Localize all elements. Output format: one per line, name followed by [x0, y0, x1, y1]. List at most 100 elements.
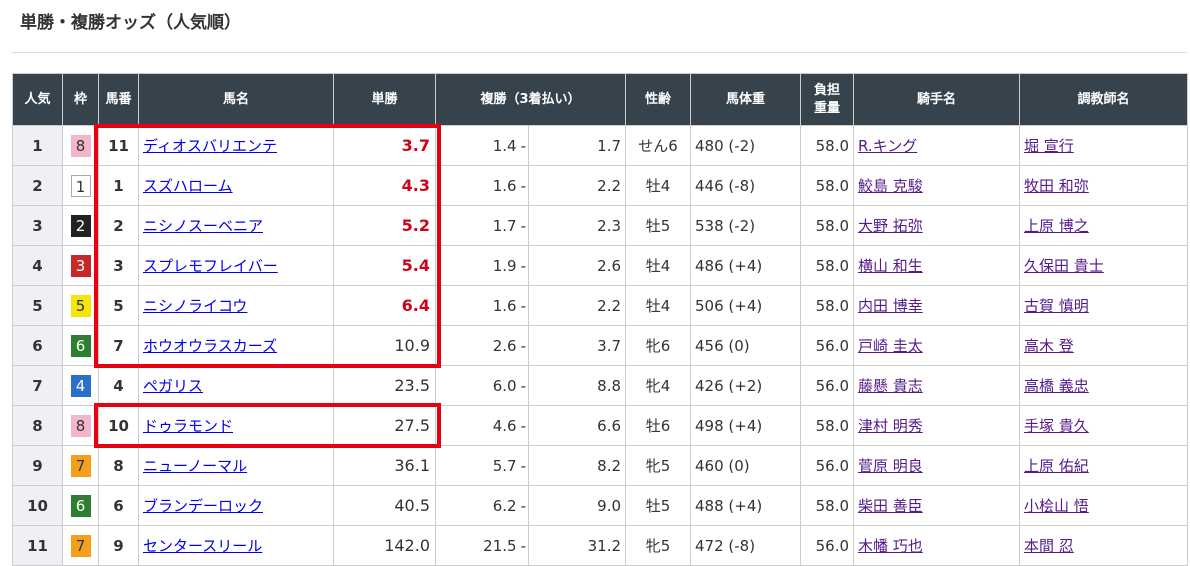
win-odds: 27.5: [333, 405, 436, 446]
place-odds-max: 9.0: [527, 485, 627, 526]
range-dash: -: [520, 296, 526, 315]
horse-name-link[interactable]: ペガリス: [143, 377, 204, 395]
place-odds-min: 1.6: [492, 296, 517, 315]
trainer-link[interactable]: 高橋 義忠: [1024, 377, 1089, 395]
jockey-link[interactable]: R.キング: [858, 137, 918, 155]
horse-name-cell: ドゥラモンド: [138, 405, 334, 446]
trainer-link[interactable]: 堀 宣行: [1024, 137, 1074, 155]
horse-name-link[interactable]: ニューノーマル: [143, 457, 248, 475]
win-odds: 142.0: [333, 525, 436, 566]
win-odds: 36.1: [333, 445, 436, 486]
place-odds-min-cell: -1.6: [435, 285, 529, 326]
sex-age: 牡6: [625, 405, 692, 446]
place-odds-min: 2.6: [492, 336, 517, 355]
table-row: 11 7 9 センタースリール 142.0 -21.5 31.2 牝5 472 …: [12, 525, 1189, 566]
place-odds-min: 21.5: [483, 536, 517, 555]
place-odds-max: 1.7: [527, 125, 627, 166]
horse-number: 2: [98, 205, 139, 246]
horse-name-link[interactable]: ドゥラモンド: [143, 417, 234, 435]
horse-name-cell: ニシノライコウ: [138, 285, 334, 326]
jockey-link[interactable]: 横山 和生: [858, 257, 923, 275]
horse-weight: 426 (+2): [690, 365, 802, 406]
trainer-cell: 手塚 貴久: [1019, 405, 1189, 446]
waku-badge: 2: [70, 214, 91, 237]
trainer-cell: 高橋 義忠: [1019, 365, 1189, 406]
jockey-cell: 横山 和生: [853, 245, 1021, 286]
jockey-link[interactable]: 柴田 善臣: [858, 497, 923, 515]
trainer-link[interactable]: 古賀 慎明: [1024, 297, 1089, 315]
waku-cell: 8: [62, 405, 99, 446]
horse-name-cell: ニシノスーベニア: [138, 205, 334, 246]
waku-badge: 6: [70, 334, 91, 357]
waku-cell: 7: [62, 525, 99, 566]
win-odds: 6.4: [333, 285, 436, 326]
range-dash: -: [520, 496, 526, 515]
trainer-link[interactable]: 小桧山 悟: [1024, 497, 1089, 515]
load-weight: 56.0: [800, 325, 855, 366]
win-odds: 4.3: [333, 165, 436, 206]
place-odds-min: 1.7: [492, 216, 517, 235]
header-num: 馬番: [98, 73, 139, 126]
load-weight: 58.0: [800, 165, 855, 206]
jockey-link[interactable]: 菅原 明良: [858, 457, 923, 475]
jockey-link[interactable]: 鮫島 克駿: [858, 177, 923, 195]
jockey-cell: 柴田 善臣: [853, 485, 1021, 526]
horse-name-link[interactable]: スプレモフレイバー: [143, 257, 278, 275]
horse-name-cell: スプレモフレイバー: [138, 245, 334, 286]
jockey-link[interactable]: 木幡 巧也: [858, 537, 923, 555]
horse-name-cell: ニューノーマル: [138, 445, 334, 486]
range-dash: -: [520, 136, 526, 155]
horse-name-cell: ブランデーロック: [138, 485, 334, 526]
horse-weight: 498 (+4): [690, 405, 802, 446]
waku-cell: 4: [62, 365, 99, 406]
waku-badge: 7: [70, 454, 91, 477]
header-place: 複勝（3着払い）: [434, 73, 627, 126]
horse-name-link[interactable]: ブランデーロック: [143, 497, 264, 515]
jockey-cell: R.キング: [853, 125, 1021, 166]
waku-cell: 2: [62, 205, 99, 246]
trainer-link[interactable]: 上原 佑紀: [1024, 457, 1089, 475]
trainer-link[interactable]: 手塚 貴久: [1024, 417, 1089, 435]
horse-name-link[interactable]: ニシノスーベニア: [143, 217, 264, 235]
horse-weight: 506 (+4): [690, 285, 802, 326]
load-weight: 58.0: [800, 405, 855, 446]
popularity: 4: [12, 245, 63, 286]
load-weight: 58.0: [800, 125, 855, 166]
horse-name-link[interactable]: ホウオウラスカーズ: [143, 337, 277, 355]
header-load: 負担 重量: [800, 73, 855, 126]
horse-name-link[interactable]: ニシノライコウ: [143, 297, 248, 315]
range-dash: -: [520, 456, 526, 475]
trainer-link[interactable]: 牧田 和弥: [1024, 177, 1089, 195]
trainer-link[interactable]: 上原 博之: [1024, 217, 1089, 235]
header-name: 馬名: [138, 73, 334, 126]
horse-weight: 538 (-2): [690, 205, 802, 246]
header-win: 単勝: [333, 73, 436, 126]
win-odds: 40.5: [333, 485, 436, 526]
horse-name-link[interactable]: ディオスバリエンテ: [143, 137, 277, 155]
popularity: 11: [12, 525, 63, 566]
place-odds-min-cell: -6.2: [435, 485, 529, 526]
jockey-link[interactable]: 大野 拓弥: [858, 217, 923, 235]
sex-age: 牡5: [625, 485, 692, 526]
popularity: 7: [12, 365, 63, 406]
trainer-link[interactable]: 本間 忍: [1024, 537, 1074, 555]
waku-badge: 8: [70, 134, 91, 157]
trainer-link[interactable]: 高木 登: [1024, 337, 1074, 355]
win-odds: 5.2: [333, 205, 436, 246]
popularity: 5: [12, 285, 63, 326]
header-load-line2: 重量: [814, 100, 841, 116]
header-weight: 馬体重: [690, 73, 802, 126]
jockey-link[interactable]: 内田 博幸: [858, 297, 923, 315]
popularity: 9: [12, 445, 63, 486]
trainer-cell: 上原 博之: [1019, 205, 1189, 246]
horse-name-link[interactable]: センタースリール: [143, 537, 263, 555]
jockey-link[interactable]: 戸崎 圭太: [858, 337, 923, 355]
trainer-link[interactable]: 久保田 貴士: [1024, 257, 1104, 275]
horse-name-link[interactable]: スズハローム: [143, 177, 233, 195]
jockey-link[interactable]: 津村 明秀: [858, 417, 923, 435]
place-odds-min-cell: -1.4: [435, 125, 529, 166]
place-odds-max: 2.6: [527, 245, 627, 286]
header-row: 人気 枠 馬番 馬名 単勝 複勝（3着払い） 性齢 馬体重 負担 重量 騎手名 調…: [12, 73, 1189, 126]
jockey-link[interactable]: 藤懸 貴志: [858, 377, 923, 395]
sex-age: 牡4: [625, 285, 692, 326]
